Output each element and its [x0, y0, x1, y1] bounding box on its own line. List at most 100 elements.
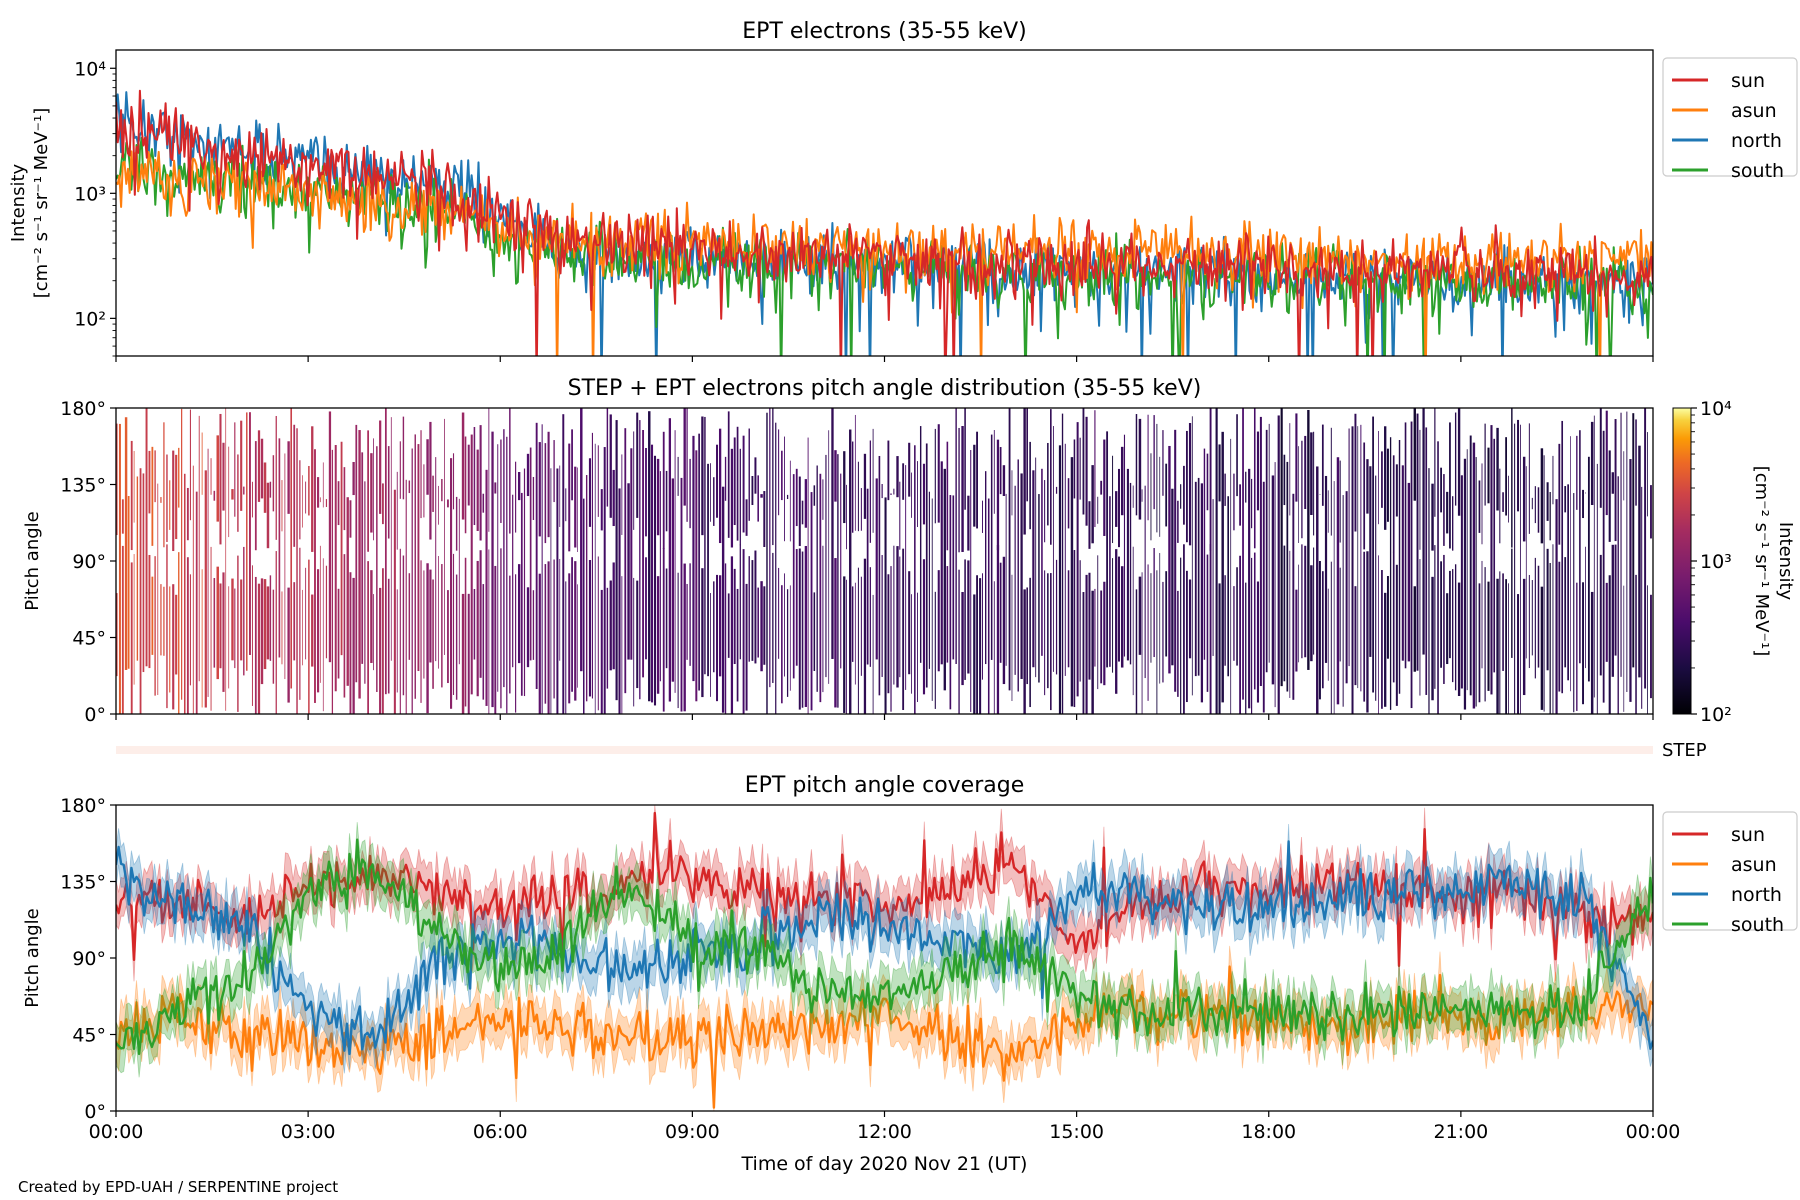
heatmap-cell	[130, 562, 133, 714]
heatmap-cell	[1431, 576, 1434, 701]
heatmap-cell	[358, 430, 361, 699]
heatmap-cell	[222, 442, 225, 511]
heatmap-cell	[169, 480, 171, 530]
xtick-label: 03:00	[281, 1121, 336, 1143]
heatmap-cell	[382, 483, 384, 525]
heatmap-cell	[653, 455, 657, 706]
heatmap-cell	[902, 548, 905, 710]
heatmap-cell	[597, 445, 599, 517]
heatmap-cell	[118, 423, 121, 714]
colorbar-tick-label: 10³	[1700, 551, 1732, 573]
heatmap-cell	[1419, 559, 1421, 696]
heatmap-cell	[588, 458, 592, 527]
heatmap-cell	[665, 568, 668, 669]
heatmap-cell	[778, 567, 780, 659]
heatmap-cell	[1265, 429, 1268, 673]
heatmap-cell	[854, 414, 856, 531]
heatmap-cell	[479, 550, 482, 678]
heatmap-cell	[730, 556, 734, 714]
heatmap-cell	[305, 481, 307, 514]
legend-label-south: south	[1731, 914, 1784, 936]
heatmap-cell	[287, 441, 290, 514]
heatmap-cell	[919, 426, 922, 663]
heatmap-cell	[1413, 586, 1416, 672]
heatmap-cell	[713, 581, 715, 673]
heatmap-cell	[207, 448, 209, 697]
heatmap-cell	[331, 449, 334, 714]
heatmap-cell	[925, 443, 928, 688]
heatmap-cell	[1280, 408, 1283, 687]
step-bar	[116, 746, 1653, 754]
heatmap-cell	[1023, 408, 1026, 535]
heatmap-cell	[467, 444, 470, 506]
heatmap-cell	[603, 447, 606, 714]
heatmap-cell	[1454, 412, 1457, 506]
heatmap-cell	[1543, 455, 1545, 712]
heatmap-cell	[562, 414, 565, 714]
heatmap-cell	[745, 499, 748, 536]
panel-pitch-distribution: STEP + EPT electrons pitch angle distrib…	[22, 376, 1796, 726]
heatmap-cell	[384, 408, 387, 695]
heatmap-cell	[757, 475, 759, 522]
heatmap-cell	[1502, 492, 1504, 512]
heatmap-cell	[1067, 478, 1070, 529]
heatmap-cell	[683, 408, 686, 506]
heatmap-cell	[1162, 430, 1164, 496]
heatmap-cell	[1327, 490, 1329, 533]
heatmap-cell	[1295, 589, 1298, 672]
heatmap-cell	[606, 587, 609, 689]
heatmap-cell	[272, 589, 275, 684]
heatmap-cell	[402, 416, 405, 500]
heatmap-cell	[1537, 487, 1540, 533]
heatmap-cell	[455, 574, 458, 700]
heatmap-cell	[172, 450, 175, 552]
heatmap-cell	[393, 489, 396, 714]
heatmap-cell	[1647, 432, 1648, 517]
heatmap-cell	[169, 586, 171, 693]
heatmap-cell	[636, 412, 639, 518]
heatmap-cell	[890, 493, 892, 496]
heatmap-cell	[896, 456, 899, 498]
heatmap-cell	[319, 497, 321, 503]
heatmap-cell	[1253, 552, 1256, 690]
heatmap-cell	[423, 464, 425, 518]
colorbar	[1672, 407, 1692, 715]
heatmap-cell	[1650, 594, 1652, 699]
heatmap-cell	[996, 439, 1000, 551]
heatmap-cell	[1313, 547, 1315, 655]
heatmap-cell	[1626, 411, 1628, 692]
heatmap-cell	[1478, 480, 1481, 533]
heatmap-cell	[559, 558, 561, 661]
heatmap-cell	[1528, 574, 1530, 669]
heatmap-cell	[1484, 567, 1486, 702]
heatmap-cell	[775, 422, 777, 714]
heatmap-cell	[373, 594, 374, 671]
heatmap-cell	[680, 477, 683, 712]
heatmap-cell	[541, 424, 543, 714]
heatmap-cell	[1531, 497, 1533, 510]
heatmap-cell	[834, 558, 837, 708]
heatmap-cell	[1307, 409, 1310, 670]
heatmap-cell	[547, 431, 550, 538]
heatmap-cell	[736, 426, 739, 541]
heatmap-cell	[594, 443, 596, 714]
heatmap-cell	[1555, 499, 1558, 714]
heatmap-cell	[659, 471, 661, 682]
heatmap-cell	[896, 546, 899, 688]
heatmap-cell	[1366, 459, 1369, 514]
heatmap-cell	[420, 560, 422, 703]
heatmap-cell	[361, 452, 364, 664]
heatmap-cell	[1534, 557, 1536, 679]
panel-step-strip: STEP	[116, 740, 1707, 761]
heatmap-cell	[352, 461, 355, 496]
heatmap-cell	[633, 431, 635, 530]
heatmap-cell	[1088, 501, 1091, 549]
heatmap-cell	[1452, 496, 1454, 551]
heatmap-cell	[515, 461, 517, 533]
heatmap-cell	[751, 560, 754, 661]
heatmap-cell	[1058, 445, 1062, 714]
heatmap-cell	[713, 477, 715, 526]
heatmap-cell	[500, 439, 502, 523]
heatmap-cell	[1286, 461, 1289, 692]
heatmap-cell	[1419, 429, 1421, 550]
